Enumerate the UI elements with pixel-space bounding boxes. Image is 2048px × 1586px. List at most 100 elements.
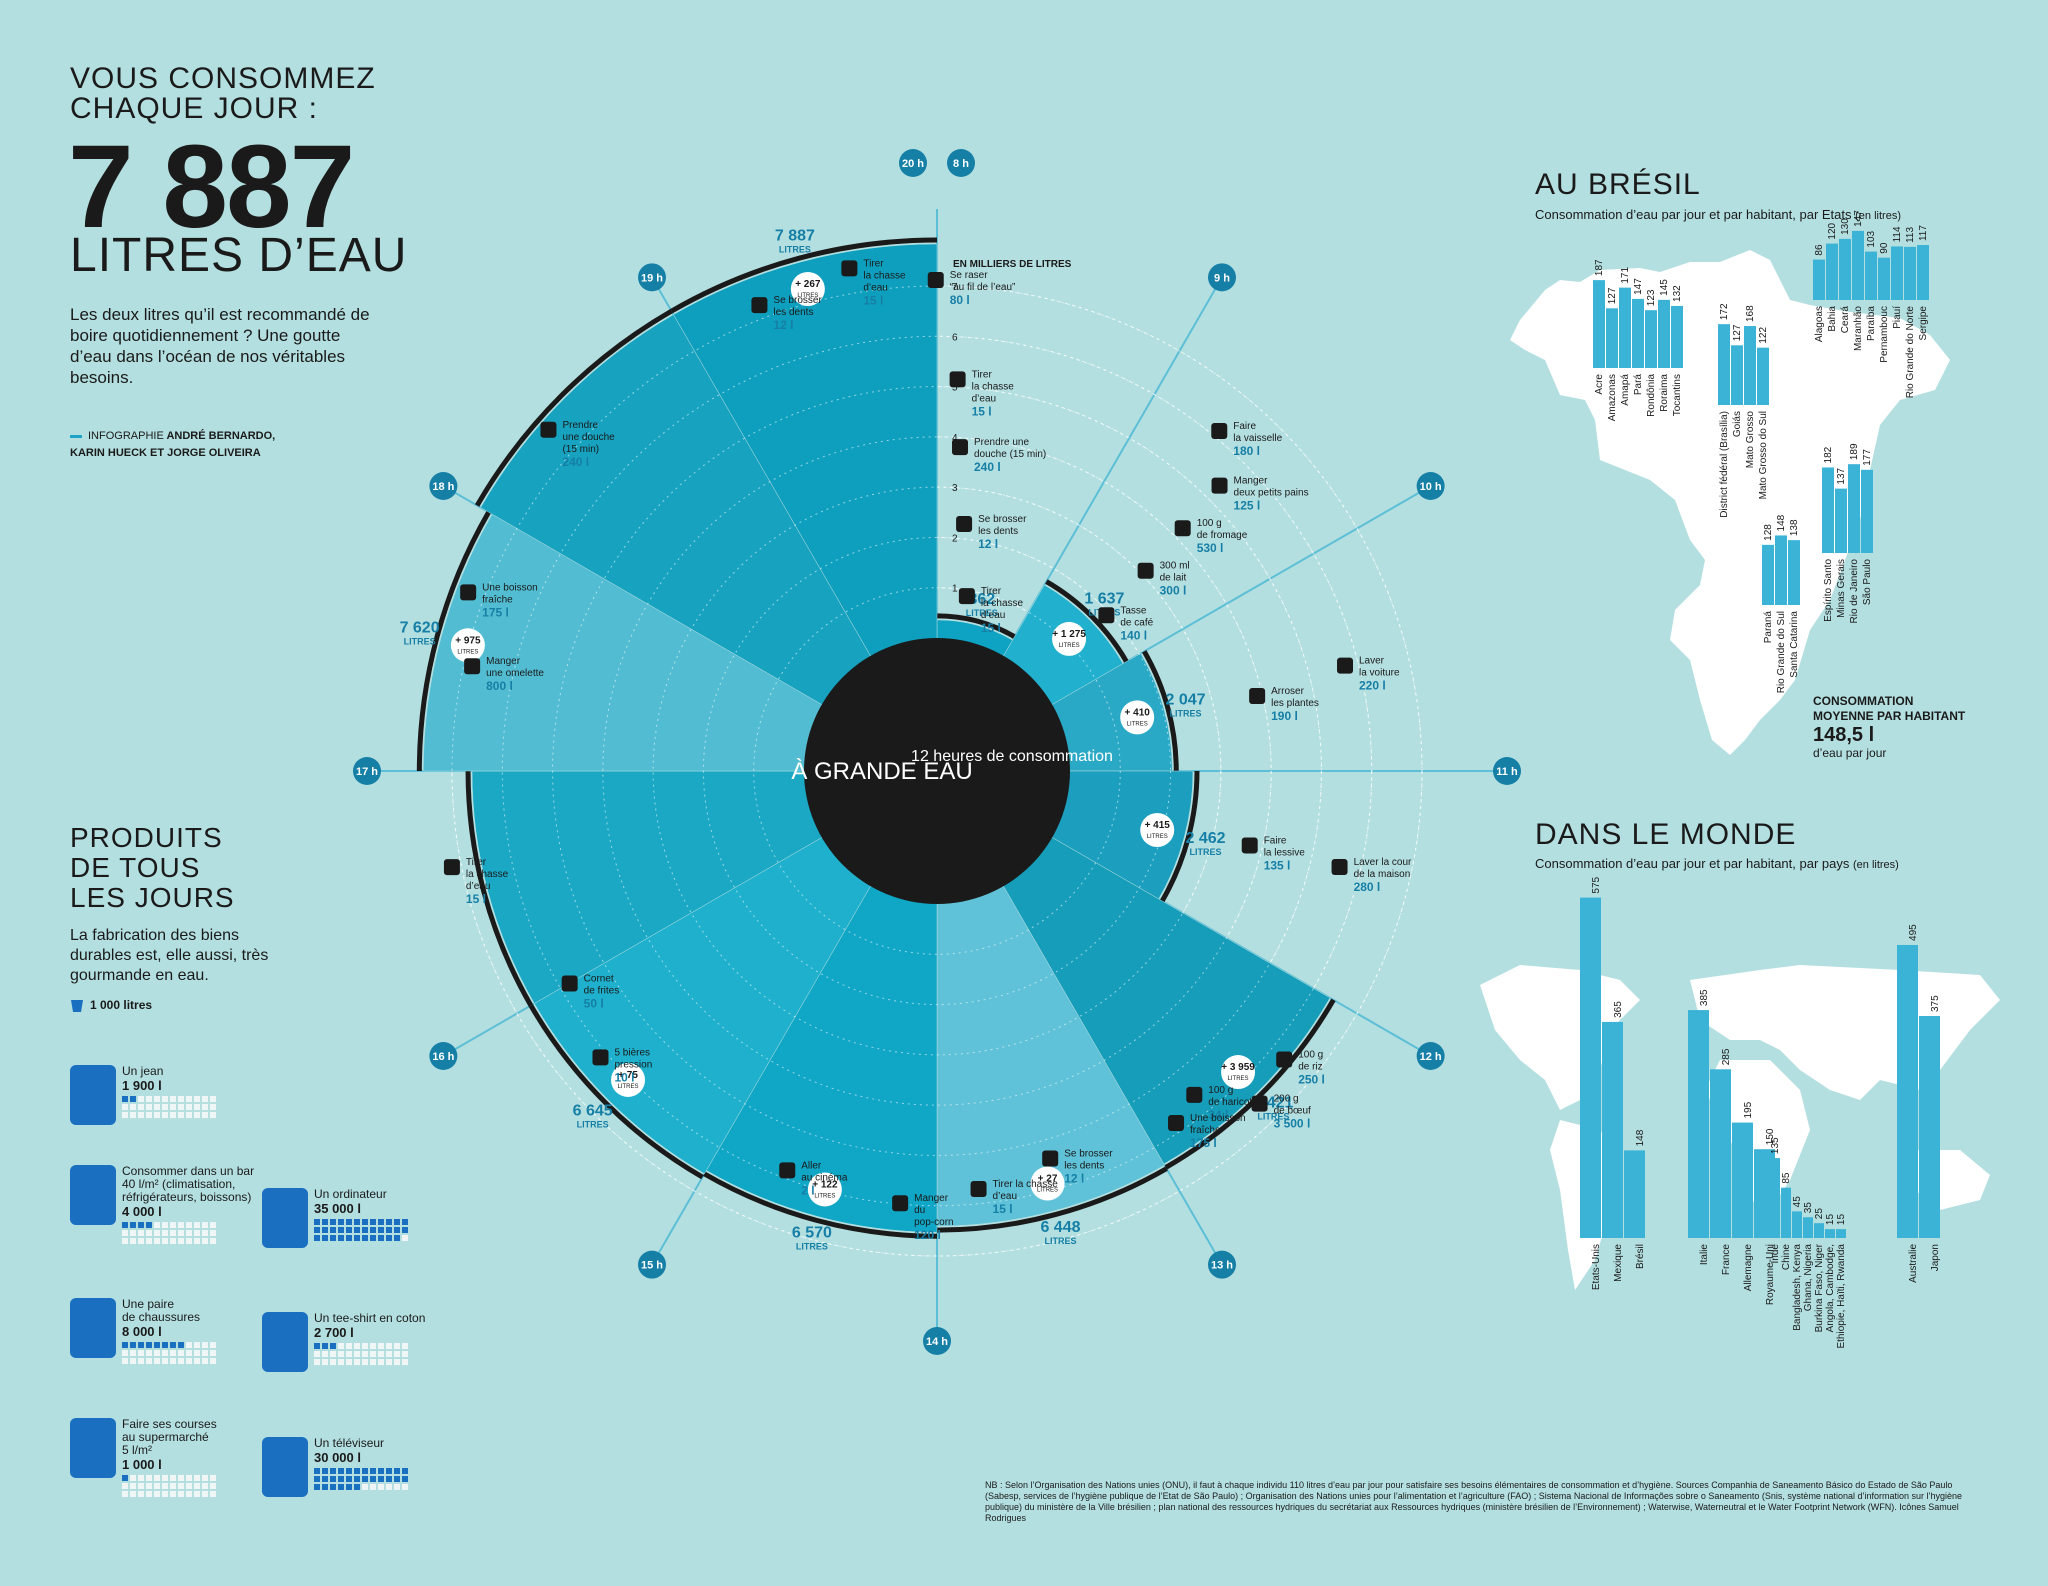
activity-label: au cinéma: [801, 1172, 848, 1183]
unit-cell: [170, 1104, 176, 1110]
unit-cell: [130, 1491, 136, 1497]
unit-cell: [122, 1104, 128, 1110]
brazil-bar-value: 177: [1862, 449, 1873, 466]
unit-cell: [378, 1235, 384, 1241]
added-badge: [807, 1172, 842, 1207]
unit-cell: [194, 1491, 200, 1497]
unit-cell: [170, 1222, 176, 1228]
unit-cell: [378, 1484, 384, 1490]
activity-value: 250 l: [1298, 1073, 1325, 1087]
brazil-bar-value: 132: [1672, 285, 1683, 302]
added-badge-unit: LITRES: [814, 1193, 835, 1199]
unit-cell: [346, 1227, 352, 1233]
unit-cell: [170, 1230, 176, 1236]
activity-value: 12 l: [978, 537, 998, 551]
activity-label: la chasse: [466, 869, 509, 880]
brazil-bar-category: Piauí: [1892, 306, 1903, 329]
unit-cell: [178, 1358, 184, 1364]
activity-value: 15 l: [993, 1202, 1013, 1216]
brazil-bar: [1917, 245, 1929, 300]
hour-badge: [429, 472, 458, 500]
product-name: Consommer dans un bar: [122, 1164, 255, 1178]
unit-cell: [210, 1222, 216, 1228]
world-bar: [1792, 1211, 1802, 1238]
axis-tick-label: 1: [952, 584, 958, 595]
world-bar-category: Australie: [1908, 1244, 1919, 1283]
activity-value: 80 l: [950, 293, 970, 307]
world-bar: [1836, 1229, 1846, 1238]
hour-badge-label: 20 h: [902, 158, 924, 170]
activity-value: 2 l: [801, 1183, 814, 1197]
unit-cell: [210, 1475, 216, 1481]
unit-cell: [138, 1358, 144, 1364]
unit-cell: [202, 1342, 208, 1348]
world-bar-chart: 575 Etats-Unis 365 Mexique 148 Brésil 385 Itali…: [1580, 876, 1941, 1349]
product-name: Un ordinateur: [314, 1187, 387, 1201]
brazil-bar-category: Rio Grande do Norte: [1905, 306, 1916, 399]
activity-label: Laver la cour: [1354, 857, 1412, 868]
unit-cell: [378, 1227, 384, 1233]
brazil-average-title-2: MOYENNE PAR HABITANT: [1813, 709, 1966, 723]
activity-label: 100 g: [1197, 518, 1222, 529]
unit-cell: [130, 1358, 136, 1364]
hour-badge: [947, 149, 975, 177]
unit-cell: [122, 1475, 128, 1481]
unit-cell: [186, 1358, 192, 1364]
product-name: Un téléviseur: [314, 1436, 385, 1450]
world-bar: [1732, 1122, 1753, 1238]
unit-cell: [146, 1230, 152, 1236]
unit-cell: [162, 1222, 168, 1228]
products-title-line-3: LES JOURS: [70, 882, 235, 913]
toilet-icon: [970, 1180, 987, 1197]
hour-badge: [353, 757, 381, 785]
unit-cell: [370, 1484, 376, 1490]
unit-cell: [346, 1468, 352, 1474]
unit-cell: [186, 1491, 192, 1497]
added-badge: [1120, 700, 1155, 735]
unit-cell: [194, 1112, 200, 1118]
hour-badge: [638, 263, 666, 292]
brazil-bar-value: 117: [1918, 225, 1929, 241]
hour-badge: [429, 1042, 458, 1070]
unit-cell: [194, 1342, 200, 1348]
unit-cell: [210, 1491, 216, 1497]
unit-cell: [354, 1227, 360, 1233]
added-badge-value: + 75: [618, 1070, 638, 1081]
activity-label: de la maison: [1354, 869, 1411, 880]
cumulative-unit: LITRES: [1190, 847, 1222, 857]
activity-label: une omelette: [486, 668, 544, 679]
unit-cell: [338, 1468, 344, 1474]
activity-label: Manger: [486, 656, 521, 667]
world-bar: [1825, 1229, 1835, 1238]
unit-cell: [202, 1491, 208, 1497]
world-subtitle: Consommation d’eau par jour et par habit…: [1535, 855, 1899, 874]
activity-value: 15 l: [466, 892, 486, 906]
product-value: 8 000 l: [122, 1324, 162, 1339]
brazil-bar-category: Espírito Santo: [1823, 559, 1834, 622]
world-bar-category: Royaume-Uni: [1765, 1244, 1776, 1305]
brazil-bar-category: Pará: [1633, 374, 1644, 396]
brazil-bar-value: 172: [1719, 303, 1730, 320]
brazil-bar-value: 127: [1732, 324, 1743, 341]
activity-label: “au fil de l’eau”: [950, 282, 1016, 293]
product-unit-grid: [314, 1343, 425, 1365]
added-badge-unit: LITRES: [1127, 721, 1148, 727]
unit-cell: [330, 1219, 336, 1225]
product-name: Une paire: [122, 1297, 175, 1311]
brazil-bar: [1658, 299, 1670, 368]
unit-cell: [322, 1351, 328, 1357]
unit-cell: [122, 1230, 128, 1236]
added-badge-unit: LITRES: [1037, 1188, 1058, 1194]
unit-cell: [314, 1351, 320, 1357]
hour-badge-label: 13 h: [1211, 1260, 1233, 1272]
world-bar-value: 375: [1930, 995, 1941, 1012]
world-bar: [1710, 1069, 1731, 1238]
